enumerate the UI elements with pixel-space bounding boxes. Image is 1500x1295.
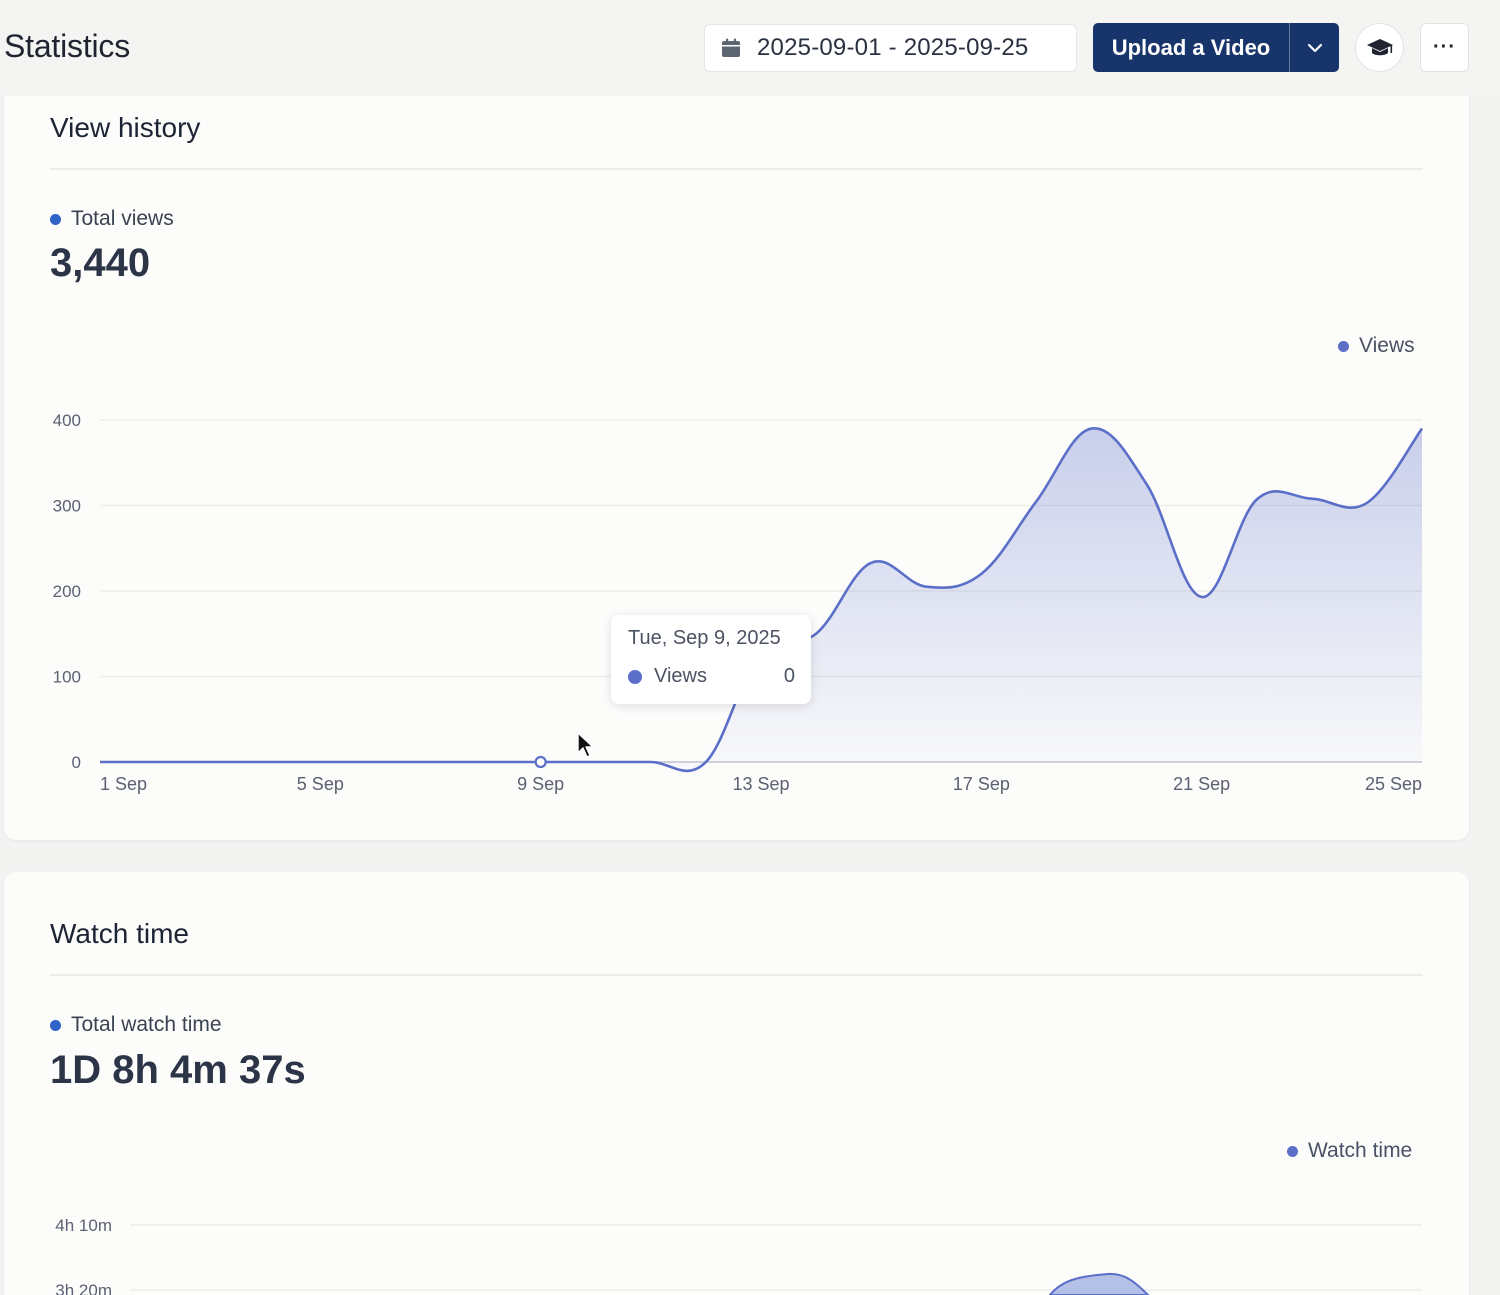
upload-video-button[interactable]: Upload a Video [1111, 34, 1271, 60]
total-views-label: Total views [50, 207, 174, 231]
upload-button-group: Upload a Video [1093, 23, 1339, 72]
card-divider [50, 168, 1423, 170]
tooltip-series-dot [628, 669, 642, 684]
total-views-label-text: Total views [71, 207, 174, 230]
date-range-picker[interactable]: 2025-09-01 - 2025-09-25 [704, 24, 1077, 72]
chevron-down-icon [1307, 43, 1322, 52]
calendar-icon [722, 38, 740, 57]
date-range-text: 2025-09-01 - 2025-09-25 [757, 34, 1029, 61]
x-tick-label: 5 Sep [297, 774, 344, 794]
watch-time-chart[interactable]: 4h 10m 3h 20m [0, 1200, 1500, 1295]
x-tick-label: 13 Sep [732, 774, 789, 794]
legend-label: Watch time [1308, 1139, 1413, 1162]
chart-legend[interactable]: Views [1338, 334, 1415, 358]
watch-time-area-peak [1048, 1272, 1150, 1295]
tooltip-row: Views 0 [628, 665, 795, 688]
chart-tooltip: Tue, Sep 9, 2025 Views 0 [611, 615, 811, 704]
total-views-value: 3,440 [50, 241, 151, 285]
y-tick-label: 3h 20m [55, 1281, 112, 1295]
graduation-cap-icon [1366, 38, 1393, 55]
legend-dot [1338, 340, 1349, 352]
y-tick-label: 100 [53, 668, 81, 687]
learn-button[interactable] [1355, 23, 1404, 72]
metric-dot [50, 213, 61, 225]
y-tick-label: 300 [53, 497, 81, 516]
upload-options-button[interactable] [1289, 23, 1339, 72]
tooltip-series-name: Views [654, 665, 707, 687]
watch-time-legend[interactable]: Watch time [1287, 1139, 1412, 1163]
total-watch-time-value: 1D 8h 4m 37s [50, 1048, 306, 1092]
y-tick-label: 400 [53, 411, 81, 430]
hover-point [534, 755, 547, 769]
x-tick-label: 25 Sep [1365, 774, 1422, 794]
y-tick-label: 4h 10m [55, 1216, 112, 1235]
more-options-button[interactable]: ··· [1420, 23, 1469, 72]
tooltip-date: Tue, Sep 9, 2025 [628, 627, 781, 649]
x-tick-label: 9 Sep [517, 774, 564, 794]
metric-dot [50, 1019, 61, 1031]
mouse-cursor-icon [577, 732, 594, 758]
card-divider [50, 974, 1423, 976]
y-tick-label: 0 [72, 753, 81, 772]
view-history-title: View history [50, 112, 201, 143]
views-area [100, 428, 1422, 771]
total-watch-time-label-text: Total watch time [71, 1013, 222, 1036]
y-tick-label: 200 [53, 582, 81, 601]
tooltip-value: 0 [783, 665, 795, 687]
x-tick-label: 17 Sep [953, 774, 1010, 794]
page-title: Statistics [4, 28, 131, 64]
legend-dot [1287, 1145, 1298, 1157]
x-tick-label: 1 Sep [100, 774, 147, 794]
watch-time-title: Watch time [50, 918, 189, 949]
views-area-chart[interactable]: 0 100 200 300 400 1 Sep 5 Sep 9 Sep 13 Sep 17 Sep… [0, 400, 1500, 810]
legend-label: Views [1359, 334, 1415, 357]
x-tick-label: 21 Sep [1173, 774, 1230, 794]
total-watch-time-label: Total watch time [50, 1013, 222, 1037]
